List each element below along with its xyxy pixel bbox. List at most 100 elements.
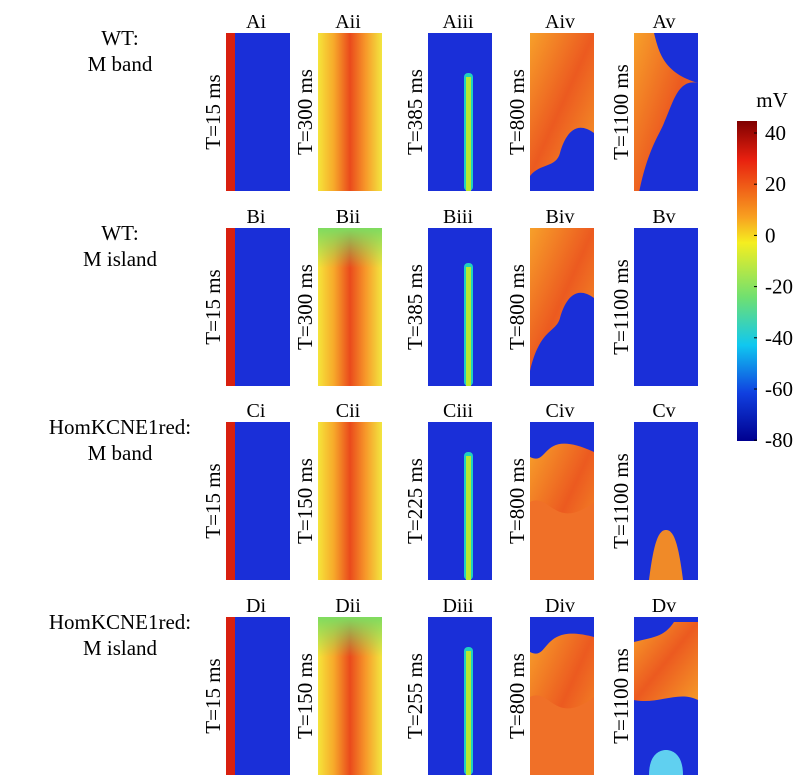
panel xyxy=(428,228,492,386)
time-label: T=800 ms xyxy=(505,264,529,350)
time-label: T=15 ms xyxy=(201,269,225,344)
panel xyxy=(318,617,382,775)
panel xyxy=(428,33,492,191)
tick-label: -20 xyxy=(765,275,793,299)
row-label: M island xyxy=(83,636,158,660)
panel-label: Ci xyxy=(247,400,266,422)
field xyxy=(318,228,382,268)
panel xyxy=(428,617,492,775)
time-label: T=225 ms xyxy=(403,458,427,544)
field xyxy=(634,622,698,702)
panel xyxy=(530,617,594,775)
panel xyxy=(318,33,382,191)
field xyxy=(318,33,382,191)
field xyxy=(530,228,594,371)
tick-label: -40 xyxy=(765,326,793,350)
panel-label: Ai xyxy=(246,11,266,33)
panel xyxy=(634,228,698,386)
panel-label: Aiii xyxy=(442,11,474,33)
row-label: HomKCNE1red: xyxy=(49,610,191,634)
field xyxy=(226,228,235,386)
panel-label: Biv xyxy=(546,206,575,228)
panel-label: Dii xyxy=(335,595,361,617)
colorbar xyxy=(737,121,757,441)
time-label: T=300 ms xyxy=(293,264,317,350)
field xyxy=(466,77,471,191)
time-label: T=255 ms xyxy=(403,653,427,739)
panel xyxy=(634,422,698,580)
field xyxy=(428,33,492,191)
panel xyxy=(226,422,290,580)
panel xyxy=(530,422,594,580)
panel xyxy=(634,617,698,775)
field xyxy=(649,530,683,580)
tick-label: 0 xyxy=(765,223,776,247)
field xyxy=(226,617,290,775)
row-label: WT: xyxy=(101,26,138,50)
panel-label: Bi xyxy=(247,206,266,228)
panel-label: Av xyxy=(653,11,676,33)
field xyxy=(466,456,471,580)
field xyxy=(634,33,698,191)
colorbar-unit: mV xyxy=(756,88,788,112)
time-label: T=800 ms xyxy=(505,458,529,544)
panel-label: Aiv xyxy=(545,11,575,33)
field xyxy=(530,500,594,580)
field xyxy=(318,422,382,580)
panel-label: Aii xyxy=(335,11,361,33)
field xyxy=(428,617,492,775)
panel-label: Civ xyxy=(546,400,575,422)
time-label: T=1100 ms xyxy=(609,453,633,549)
field xyxy=(226,228,290,386)
panel-label: Cv xyxy=(652,400,675,422)
panel xyxy=(634,33,698,191)
row-label: M band xyxy=(88,441,153,465)
time-label: T=15 ms xyxy=(201,463,225,538)
panel-label: Ciii xyxy=(443,400,473,422)
time-label: T=1100 ms xyxy=(609,259,633,355)
time-label: T=150 ms xyxy=(293,653,317,739)
panel xyxy=(226,617,290,775)
time-label: T=15 ms xyxy=(201,74,225,149)
field xyxy=(530,695,594,775)
time-label: T=800 ms xyxy=(505,69,529,155)
panel xyxy=(428,422,492,580)
time-label: T=1100 ms xyxy=(609,64,633,160)
row-label: WT: xyxy=(101,221,138,245)
panel-label: Cii xyxy=(336,400,361,422)
panel-label: Bii xyxy=(336,206,361,228)
panel-label: Biii xyxy=(443,206,473,228)
time-label: T=300 ms xyxy=(293,69,317,155)
time-label: T=385 ms xyxy=(403,69,427,155)
panel-label: Div xyxy=(545,595,575,617)
row-label: HomKCNE1red: xyxy=(49,415,191,439)
time-label: T=1100 ms xyxy=(609,648,633,744)
panel-label: Bv xyxy=(652,206,675,228)
tick-label: 20 xyxy=(765,172,786,196)
field xyxy=(226,617,235,775)
field xyxy=(226,422,235,580)
row-label: M island xyxy=(83,247,158,271)
field xyxy=(530,33,594,176)
field xyxy=(466,651,471,775)
field xyxy=(318,617,382,657)
panel xyxy=(318,422,382,580)
panel xyxy=(226,33,290,191)
panel xyxy=(530,228,594,386)
panel-label: Di xyxy=(246,595,266,617)
tick-label: -80 xyxy=(765,428,793,452)
panel-label: Dv xyxy=(652,595,676,617)
panel xyxy=(530,33,594,191)
panel-label: Diii xyxy=(442,595,474,617)
field xyxy=(634,228,698,386)
field xyxy=(649,750,683,775)
panel xyxy=(226,228,290,386)
time-label: T=385 ms xyxy=(403,264,427,350)
time-label: T=15 ms xyxy=(201,658,225,733)
field xyxy=(226,33,235,191)
tick-label: 40 xyxy=(765,121,786,145)
field xyxy=(466,267,471,386)
field xyxy=(428,422,492,580)
time-label: T=800 ms xyxy=(505,653,529,739)
